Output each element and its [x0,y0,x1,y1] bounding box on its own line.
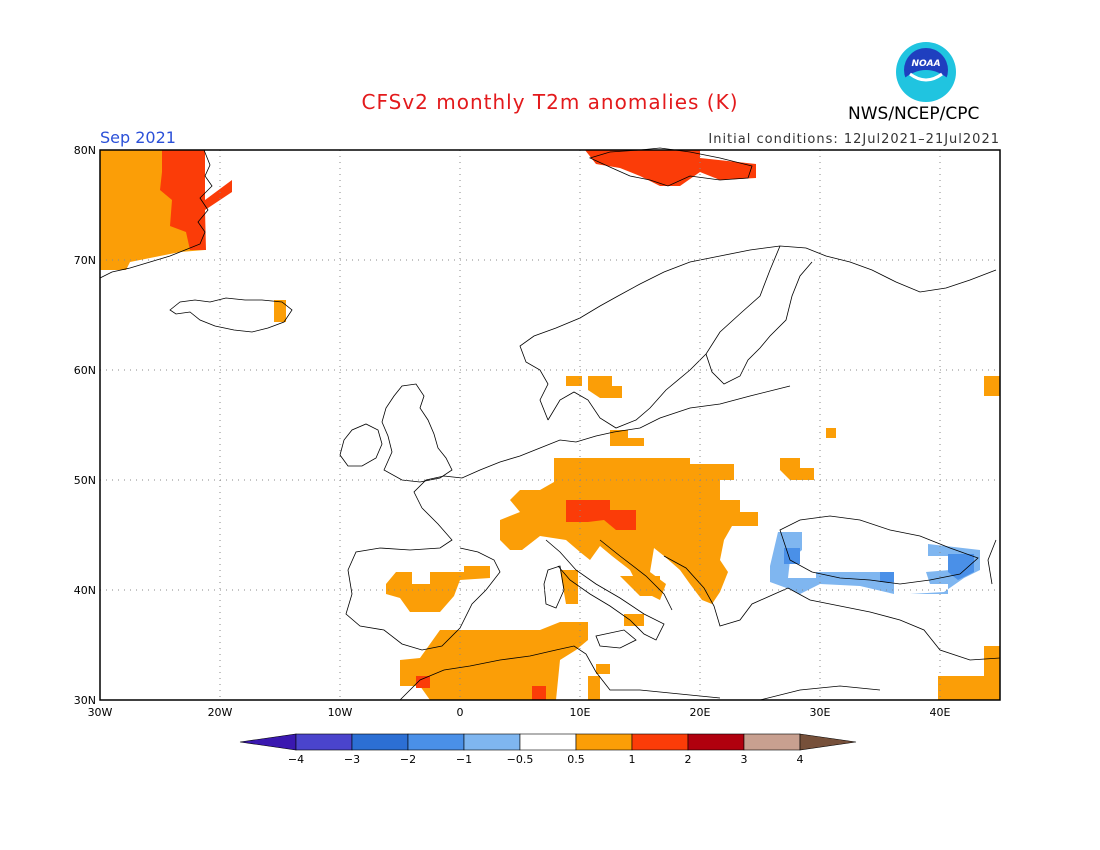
coast-sicily [595,629,637,649]
anomaly-region [566,376,622,398]
lon-tick-label: 20E [690,706,711,719]
coast-sardinia [543,565,565,609]
coast-balkans [663,555,789,627]
colorbar-arrow-high [799,733,857,751]
colorbar-label: −3 [344,753,360,766]
colorbar-segment [351,733,409,751]
coast-caspian [987,539,997,585]
colorbar-segment [463,733,521,751]
colorbar-label: 2 [685,753,692,766]
coast-ireland [339,423,383,467]
anomaly-region [274,300,286,322]
lon-tick-label: 20W [208,706,233,719]
colorbar-segment [743,733,801,751]
coast-black-sea [779,515,979,585]
colorbar-label: −0.5 [507,753,534,766]
coastlines [99,147,1001,701]
agency-label: NWS/NCEP/CPC [848,104,980,124]
anomaly-region [416,676,546,700]
latitude-ticks: 80N 70N 60N 50N 40N 30N [74,144,96,707]
coast-north-africa [399,645,881,701]
colorbar-label: −1 [456,753,472,766]
colorbar-arrow-low [239,733,297,751]
noaa-logo-text: NOAA [911,59,940,69]
lat-tick-label: 60N [74,364,96,377]
forecast-month: Sep 2021 [100,128,176,147]
lon-tick-label: 30W [88,706,113,719]
colorbar-label: 3 [741,753,748,766]
anomaly-region [610,376,1000,446]
colorbar-label: −2 [400,753,416,766]
colorbar-segment [631,733,689,751]
anomaly-region [588,664,610,700]
colorbar-segment [687,733,745,751]
lon-tick-label: 0 [457,706,464,719]
map-title: CFSv2 monthly T2m anomalies (K) [361,90,739,114]
colorbar-label: 0.5 [567,753,585,766]
coast-west-europe [413,385,791,509]
colorbar-segment [575,733,633,751]
lat-tick-label: 40N [74,584,96,597]
noaa-logo-icon: NOAA [896,42,956,102]
coast-iceland [169,297,293,333]
colorbar-label: 1 [629,753,636,766]
lon-tick-label: 30E [810,706,831,719]
anomaly-region [560,570,660,626]
lat-tick-label: 50N [74,474,96,487]
map-frame [99,149,1001,701]
coast-greenland [99,149,213,279]
colorbar-segment [519,733,577,751]
colorbar: −4 −3 −2 −1 −0.5 0.5 1 2 3 4 [239,733,857,766]
coast-italy [545,539,673,641]
colorbar-label: 4 [797,753,804,766]
lon-tick-label: 10E [570,706,591,719]
longitude-ticks: 30W 20W 10W 0 10E 20E 30E 40E [88,706,951,719]
coast-iberia [345,507,501,651]
lon-tick-label: 10W [328,706,353,719]
initial-conditions: Initial conditions: 12Jul2021–21Jul2021 [708,132,1000,147]
lat-tick-label: 30N [74,694,96,707]
coast-turkey [787,587,1001,661]
lat-tick-label: 70N [74,254,96,267]
lon-tick-label: 40E [930,706,951,719]
coast-britain [381,383,453,483]
anomaly-region [566,500,636,530]
anomaly-region [770,532,980,594]
colorbar-segment [407,733,465,751]
anomaly-region [938,646,1000,700]
lat-tick-label: 80N [74,144,96,157]
anomaly-region [780,458,814,480]
anomaly-region [500,458,758,604]
lat-lon-grid [100,150,1000,700]
anomaly-region [585,150,756,186]
anomaly-region [160,150,232,250]
coast-scandinavia [519,245,997,429]
colorbar-segment [295,733,353,751]
anomaly-cells [100,150,1000,700]
colorbar-label: −4 [288,753,304,766]
anomaly-region [386,566,490,612]
